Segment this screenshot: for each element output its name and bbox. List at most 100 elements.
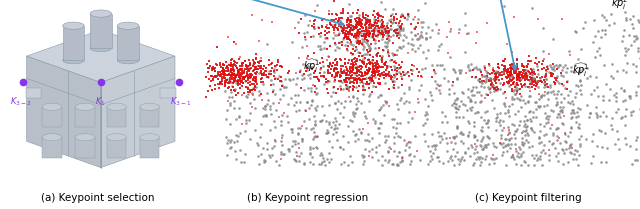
Point	[382, 41, 392, 45]
Point	[515, 120, 525, 123]
Point	[356, 24, 366, 27]
Point	[524, 79, 534, 82]
Point	[322, 36, 332, 39]
Point	[351, 78, 362, 81]
Point	[380, 64, 390, 67]
Point	[394, 32, 404, 35]
Point	[585, 112, 595, 115]
Point	[598, 98, 608, 102]
Point	[540, 74, 550, 77]
Point	[357, 71, 367, 74]
Point	[476, 71, 486, 74]
Point	[527, 69, 538, 72]
Point	[322, 47, 332, 51]
Point	[269, 93, 280, 96]
Point	[493, 88, 503, 91]
Point	[239, 59, 250, 62]
Point	[497, 129, 508, 132]
Point	[225, 141, 235, 144]
Point	[360, 22, 371, 25]
Point	[223, 85, 234, 89]
Point	[235, 68, 245, 71]
Point	[380, 27, 390, 31]
Point	[509, 69, 520, 73]
Point	[191, 76, 201, 80]
Point	[349, 25, 359, 28]
Point	[338, 22, 348, 25]
Point	[308, 22, 319, 26]
Point	[388, 33, 398, 36]
Point	[348, 24, 358, 28]
Point	[274, 163, 284, 167]
Point	[220, 84, 230, 87]
Point	[470, 135, 480, 138]
Point	[305, 161, 316, 164]
Point	[344, 24, 354, 28]
Point	[332, 70, 342, 74]
Point	[338, 7, 348, 11]
Point	[525, 119, 536, 123]
Point	[227, 71, 237, 75]
Point	[323, 69, 333, 73]
Point	[363, 132, 373, 135]
Point	[550, 81, 560, 84]
Point	[326, 23, 337, 27]
Point	[309, 130, 319, 134]
Point	[404, 146, 414, 149]
Point	[246, 74, 257, 78]
Point	[227, 58, 237, 61]
Point	[580, 21, 590, 24]
Point	[512, 74, 522, 77]
Point	[374, 39, 384, 42]
Point	[218, 72, 228, 75]
Point	[269, 77, 280, 80]
Point	[362, 19, 372, 23]
Point	[366, 22, 376, 26]
Point	[219, 72, 229, 75]
Point	[372, 59, 382, 63]
Point	[312, 146, 323, 150]
Point	[283, 71, 293, 75]
Point	[342, 37, 352, 40]
Point	[491, 72, 501, 75]
Point	[511, 71, 522, 74]
Point	[606, 124, 616, 127]
Point	[275, 65, 285, 68]
Point	[377, 155, 387, 158]
Point	[248, 69, 258, 73]
Point	[361, 26, 371, 29]
Point	[500, 68, 511, 72]
Point	[519, 69, 529, 72]
Point	[221, 66, 232, 70]
Point	[250, 85, 260, 89]
Point	[340, 35, 350, 39]
Point	[354, 65, 364, 69]
Point	[499, 4, 509, 8]
Point	[382, 37, 392, 40]
Point	[452, 76, 462, 79]
Point	[362, 22, 372, 25]
Point	[381, 101, 391, 104]
Point	[248, 63, 258, 66]
Point	[265, 155, 275, 159]
Point	[450, 98, 460, 102]
Point	[229, 73, 239, 76]
Point	[333, 70, 343, 73]
Point	[357, 18, 367, 22]
Point	[238, 78, 248, 81]
Point	[255, 136, 265, 139]
Point	[292, 76, 302, 79]
Point	[406, 47, 417, 50]
Point	[357, 154, 367, 157]
Point	[488, 66, 499, 69]
Point	[516, 85, 527, 88]
Point	[251, 56, 261, 59]
Point	[260, 159, 270, 163]
Point	[340, 79, 350, 82]
Point	[502, 75, 512, 79]
Point	[527, 76, 538, 79]
Point	[319, 71, 329, 74]
Point	[481, 92, 491, 96]
Point	[233, 84, 243, 87]
Point	[343, 87, 353, 90]
